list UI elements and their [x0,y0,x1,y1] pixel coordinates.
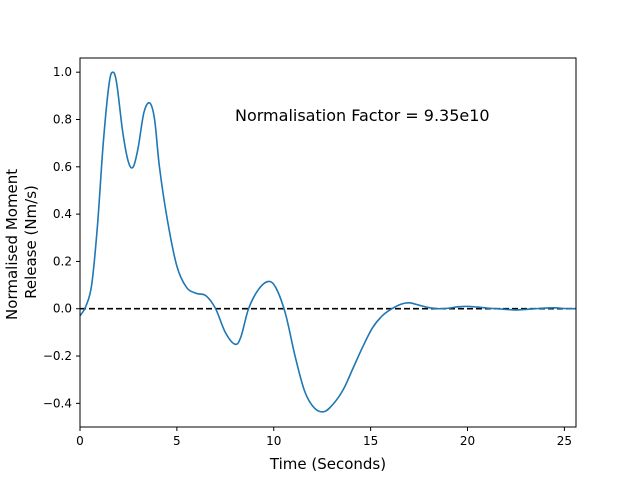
y-axis: −0.4 −0.2 0.0 0.2 0.4 0.6 0.8 1.0 [43,65,80,410]
plot-background [80,58,576,427]
x-tick-label: 0 [76,434,84,448]
x-tick-label: 25 [557,434,572,448]
x-tick-label: 10 [266,434,281,448]
y-tick-label: 0.0 [53,302,72,316]
y-tick-label: 1.0 [53,65,72,79]
y-tick-label: 0.6 [53,160,72,174]
x-axis-label: Time (Seconds) [269,455,386,473]
x-axis: 0 5 10 15 20 25 [76,427,572,448]
plot-content [79,71,577,413]
y-axis-label-line-1: Normalised Moment [3,169,21,320]
y-tick-label: 0.2 [53,254,72,268]
plot-frame [79,57,577,428]
x-tick-label: 20 [460,434,475,448]
y-axis-label: Normalised Moment Release (Nm/s) [3,164,40,320]
annotation-text: Normalisation Factor = 9.35e10 [235,106,490,125]
y-tick-label: 0.4 [53,207,72,221]
x-tick-label: 15 [363,434,378,448]
y-tick-label: −0.2 [43,349,72,363]
y-tick-label: 0.8 [53,113,72,127]
x-tick-label: 5 [173,434,181,448]
series-line [79,71,577,413]
y-axis-label-line-2: Release (Nm/s) [22,185,40,299]
y-tick-label: −0.4 [43,396,72,410]
